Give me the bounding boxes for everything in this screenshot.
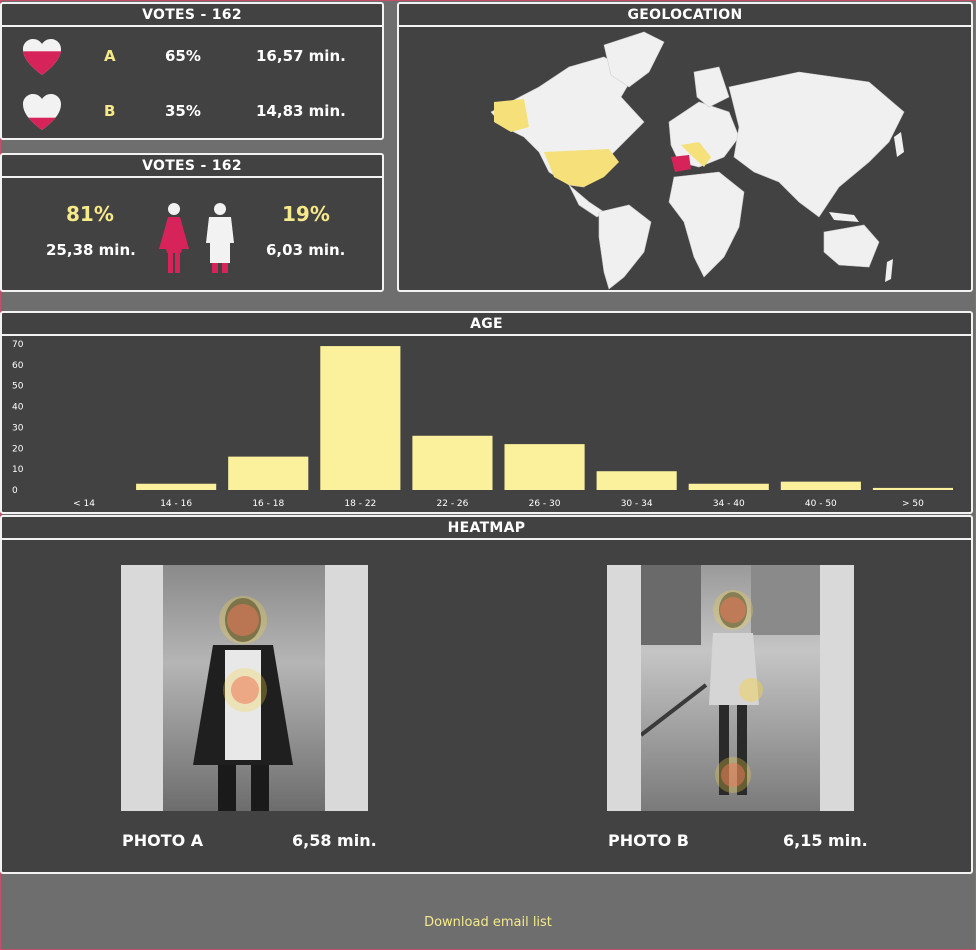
geolocation-panel: GEOLOCATION [397,2,973,292]
map-spain [671,155,691,172]
y-tick-label: 40 [12,403,24,413]
option-a-label: A [104,47,116,65]
map-japan [894,132,904,157]
y-tick-label: 20 [12,444,24,454]
male-percent: 19% [282,202,330,226]
heart-icon [23,94,61,130]
female-percent: 81% [66,202,114,226]
x-tick-label: 14 - 16 [160,499,192,509]
option-a-time: 16,57 min. [256,47,346,65]
x-tick-label: 18 - 22 [344,499,376,509]
option-b-percent: 35% [165,102,201,120]
y-tick-label: 10 [12,465,24,475]
age-panel: AGE 0 10 20 30 40 50 60 70 < 14 14 - 16 16 - 18 18 … [0,311,973,514]
age-bar [780,481,861,490]
person-silhouette-a [193,596,293,811]
person-silhouette-b [639,565,820,795]
photo-a-time: 6,58 min. [292,831,377,850]
photo-a-label: PHOTO A [122,831,204,850]
heatmap-panel-title: HEATMAP [2,517,971,540]
x-tick-label: 34 - 40 [713,499,745,509]
world-map [490,31,905,290]
age-panel-title: AGE [2,313,971,336]
y-tick-label: 70 [12,340,24,350]
age-bar [688,483,769,490]
votes-panel-title: VOTES - 162 [2,4,382,27]
map-scandinavia [693,66,730,108]
gender-panel-title: VOTES - 162 [2,155,382,178]
age-bar [412,435,493,490]
age-bar [872,487,954,490]
age-bar [596,471,677,490]
x-tick-label: 30 - 34 [621,499,653,509]
map-indonesia [829,212,859,222]
photo-a[interactable] [121,565,368,811]
y-tick-label: 50 [12,382,24,392]
gender-panel: VOTES - 162 81% 25,38 min. 19% 6,03 min. [0,153,384,292]
photo-b-label: PHOTO B [608,831,689,850]
y-tick-label: 60 [12,361,24,371]
map-africa [668,171,745,278]
age-bar-chart: 0 10 20 30 40 50 60 70 < 14 14 - 16 16 - 18 18 - 22… [12,340,954,509]
map-south-america [598,204,652,290]
x-tick-label: 22 - 26 [437,499,469,509]
map-australia [823,224,880,268]
heatmap-panel: HEATMAP PHOTO A 6,58 min. [0,515,973,874]
male-icon [206,203,234,273]
option-a-percent: 65% [165,47,201,65]
map-nz [885,259,893,282]
age-bar [136,483,217,490]
option-b-label: B [104,102,116,120]
map-france-italy [681,142,711,167]
map-greenland [603,31,665,88]
x-tick-label: > 50 [902,499,924,509]
download-email-list-link[interactable]: Download email list [424,915,552,930]
photo-b-time: 6,15 min. [783,831,868,850]
x-tick-label: < 14 [73,499,95,509]
x-tick-label: 26 - 30 [529,499,561,509]
y-tick-label: 0 [12,486,18,496]
option-b-time: 14,83 min. [256,102,346,120]
votes-panel: VOTES - 162 A 65% 16,57 min. B 35% 14,83… [0,2,384,140]
map-usa [544,149,619,187]
map-alaska [494,99,529,132]
y-tick-label: 30 [12,423,24,433]
geolocation-panel-title: GEOLOCATION [399,4,971,27]
female-time: 25,38 min. [46,241,136,259]
age-bar [228,456,309,490]
map-asia [728,71,905,218]
female-icon [159,203,189,273]
age-bar [504,444,585,490]
photo-b[interactable] [607,565,854,811]
x-tick-label: 40 - 50 [805,499,837,509]
age-bar [320,346,401,490]
heart-icon [23,39,61,75]
x-tick-label: 16 - 18 [252,499,284,509]
male-time: 6,03 min. [266,241,346,259]
